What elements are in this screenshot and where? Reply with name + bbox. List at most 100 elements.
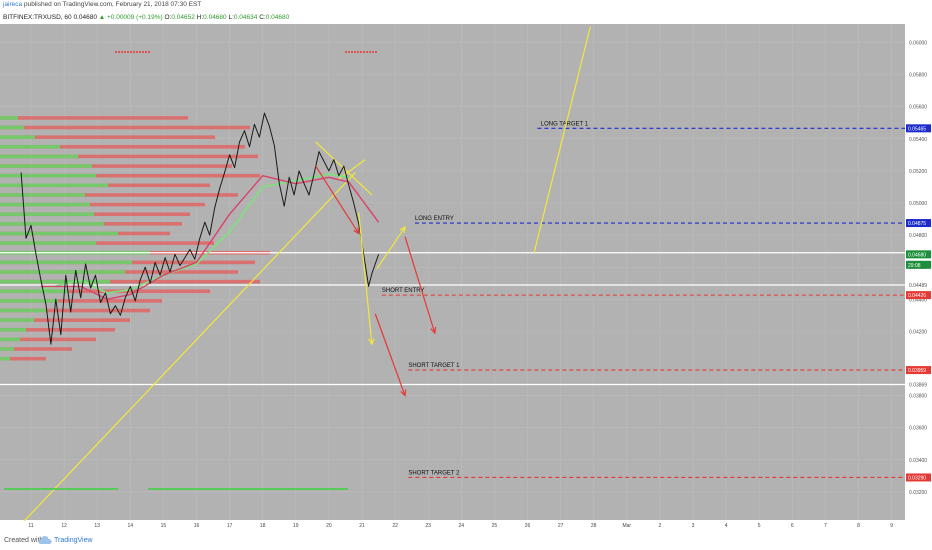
time-tick-label: 24 <box>459 523 465 529</box>
level-label: LONG ENTRY <box>415 216 454 222</box>
current-price-label: 29:08 <box>908 263 921 269</box>
time-tick-label: 16 <box>194 523 200 529</box>
open-label: O: <box>164 14 172 21</box>
high-label: H: <box>196 14 204 21</box>
time-tick-label: 9 <box>890 523 893 529</box>
time-tick-label: 13 <box>94 523 100 529</box>
volume-bar-buy <box>0 318 34 322</box>
volume-bar-buy <box>0 299 58 303</box>
price-tick-label: 0.03800 <box>909 394 927 400</box>
volume-bar-sell <box>0 116 188 120</box>
level-price-label: 0.04875 <box>908 221 926 227</box>
current-price-badge <box>906 250 931 259</box>
volume-bar-sell <box>0 356 46 361</box>
volume-bar-buy <box>0 241 96 245</box>
volume-bar-buy <box>0 279 110 284</box>
price-tick-label: 0.05200 <box>909 169 927 175</box>
level-price-badge <box>906 291 931 300</box>
low-label: L: <box>228 14 234 21</box>
level-label: SHORT TARGET 2 <box>408 470 460 476</box>
volume-bar-sell <box>0 193 238 197</box>
time-tick-label: 15 <box>161 523 167 529</box>
volume-bar-sell <box>0 308 150 313</box>
level-label: LONG TARGET 1 <box>541 121 589 127</box>
level-price-label: 0.05465 <box>908 126 926 132</box>
time-tick-label: 18 <box>260 523 266 529</box>
tradingview-brand[interactable]: TradingView <box>54 537 93 544</box>
time-tick-label: 23 <box>425 523 431 529</box>
high-value: 0.04680 <box>203 14 227 21</box>
price-axis-background <box>905 24 932 520</box>
price-chart[interactable]: LONG TARGET 1 LONG ENTRY SHORT ENTRY SHORT … <box>0 0 932 532</box>
volume-bar-sell <box>0 327 115 332</box>
volume-bar-sell <box>0 173 260 178</box>
time-tick-label: 26 <box>525 523 531 529</box>
time-tick-label: 6 <box>791 523 794 529</box>
time-tick-label: 4 <box>725 523 728 529</box>
volume-bar-buy <box>0 116 18 120</box>
price-tick-label: 0.06000 <box>909 40 927 46</box>
volume-bar-sell <box>0 125 250 130</box>
trendlines <box>23 26 591 522</box>
time-axis: 11 12 13 14 15 16 17 18 19 20 21 22 23 24 25 26 27 28 Mar 2… <box>28 523 893 529</box>
volume-bar-buy <box>0 222 104 226</box>
volume-bar-sell <box>0 241 214 245</box>
projection-arrows <box>315 165 437 397</box>
close-value: 0.04680 <box>265 14 290 21</box>
volume-bar-sell <box>0 347 72 351</box>
time-tick-label: 19 <box>293 523 299 529</box>
author-link[interactable]: jaireca <box>3 1 23 8</box>
time-tick-label: 27 <box>558 523 564 529</box>
projection-arrow-shaft <box>315 165 360 234</box>
time-tick-label: 28 <box>591 523 597 529</box>
symbol-label[interactable]: BITFINEX:TRXUSD, 60 <box>3 14 72 21</box>
level-label: SHORT ENTRY <box>382 288 425 294</box>
volume-bar-buy <box>0 173 96 178</box>
time-tick-label: 17 <box>227 523 233 529</box>
low-value: 0.04634 <box>233 14 258 21</box>
price-tick-label: 0.04400 <box>909 297 927 303</box>
trendline <box>315 141 373 196</box>
volume-bar-buy <box>0 327 26 332</box>
volume-bar-sell <box>0 202 205 207</box>
publish-line: jaireca published on TradingView.com, Fe… <box>3 1 201 8</box>
tradingview-cloud-icon <box>38 536 52 544</box>
projection-arrow-head <box>430 326 437 335</box>
current-price-label: 0.04680 <box>908 252 926 258</box>
price-tick-label: 0.04200 <box>909 329 927 335</box>
level-label: SHORT TARGET 1 <box>408 363 460 369</box>
hline-price-label: 0.04489 <box>909 283 927 289</box>
time-tick-label: 7 <box>824 523 827 529</box>
volume-bar-sell <box>0 212 190 217</box>
time-axis-background <box>0 520 932 532</box>
projection-arrow-shaft <box>374 313 406 396</box>
projection-arrow-shaft <box>376 226 406 270</box>
volume-bar-buy <box>0 144 60 149</box>
price-tick-label: 0.05600 <box>909 105 927 111</box>
projection-arrow-head <box>368 338 375 346</box>
projection-arrow-head <box>399 225 406 234</box>
volume-bar-buy <box>0 125 24 130</box>
price-tick-label: 0.05800 <box>909 73 927 79</box>
time-tick-label: 20 <box>326 523 332 529</box>
open-value: 0.04652 <box>171 14 195 21</box>
price-axis: 0.06000 0.05800 0.05600 0.05400 0.05200 0.050… <box>906 40 931 496</box>
time-tick-label: 5 <box>758 523 761 529</box>
publish-info: published on TradingView.com, February 2… <box>23 1 202 8</box>
time-tick-label: 3 <box>692 523 695 529</box>
volume-bar-buy <box>0 356 10 361</box>
time-tick-label: 2 <box>659 523 662 529</box>
volume-bar-sell <box>0 144 245 149</box>
price-tick-label: 0.03400 <box>909 458 927 464</box>
volume-bar-sell <box>0 299 162 303</box>
price-tick-label: 0.05400 <box>909 137 927 143</box>
chart-header: jaireca published on TradingView.com, Fe… <box>0 0 932 24</box>
volume-bar-buy <box>0 193 85 197</box>
hline-price-label: 0.03869 <box>909 383 927 389</box>
level-price-label: 0.04426 <box>908 293 926 299</box>
volume-bar-buy <box>0 347 14 351</box>
close-label: C: <box>259 14 266 21</box>
volume-bar-sell <box>0 164 232 168</box>
volume-bar-buy <box>0 183 108 188</box>
projection-arrow-shaft <box>404 236 436 334</box>
